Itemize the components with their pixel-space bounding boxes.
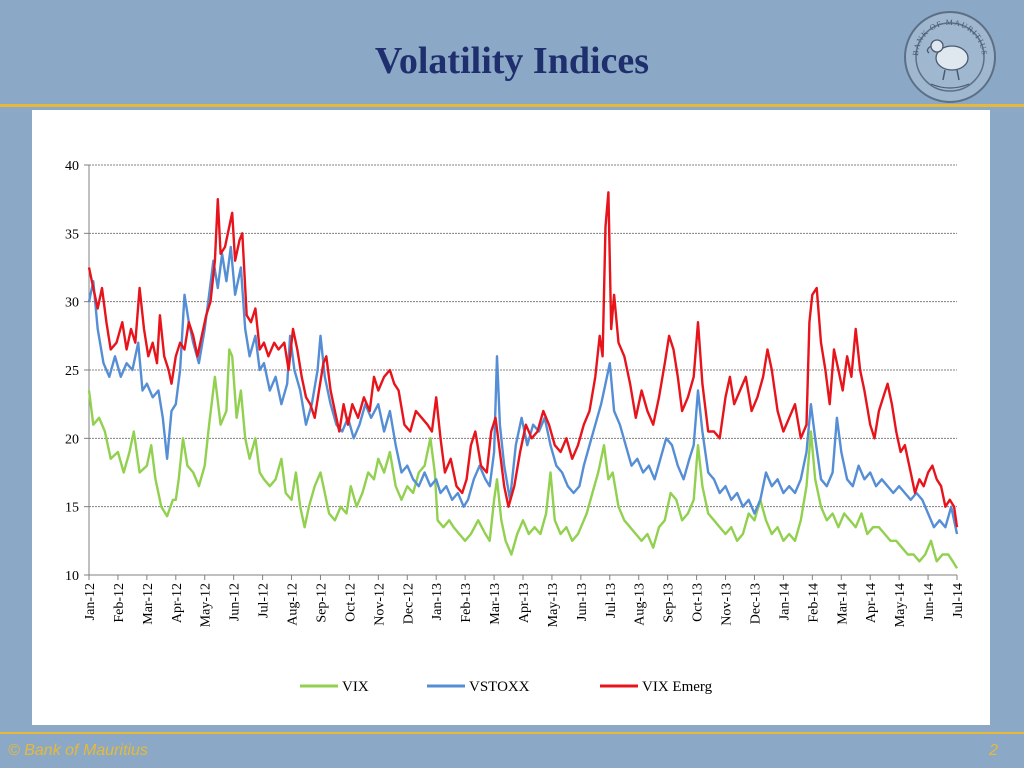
x-tick-label: Dec-12 [401,583,416,624]
x-tick-label: Oct-12 [343,583,358,622]
legend: VIX VSTOXX VIX Emerg [300,679,713,695]
y-tick-label: 30 [65,296,79,311]
x-tick-label: Aug-13 [633,583,648,626]
y-tick-label: 10 [65,569,79,584]
y-tick-label: 15 [65,501,79,516]
x-tick-label: Feb-14 [806,583,821,623]
footer: © Bank of Mauritius 2 [0,740,1024,768]
x-tick-label: Mar-14 [835,583,850,625]
x-tick-label: Dec-13 [748,583,763,624]
x-tick-label: Jun-12 [228,583,243,621]
x-tick-label: Feb-12 [112,583,127,623]
x-tick-label: Sep-13 [662,583,677,623]
x-tick-label: Nov-13 [720,583,735,626]
series-line-vix [87,348,959,569]
slide-title: Volatility Indices [374,40,650,82]
y-tick-label: 35 [65,227,79,242]
x-tick-label: Jun-13 [575,583,590,621]
x-tick-label: Jan-14 [777,583,792,620]
x-tick-label: Jul-13 [604,583,619,618]
y-tick-label: 40 [65,159,79,174]
x-tick-label: Jan-12 [83,583,98,620]
x-tick-label: Aug-12 [286,583,301,626]
x-tick-label: Jan-13 [430,583,445,620]
x-tick-label: May-12 [199,583,214,627]
x-tick-label: Jul-12 [257,583,272,618]
dodo-seal-icon: BANK OF MAURITIUS [904,11,996,103]
page-number: 2 [989,742,998,759]
footer-divider [0,732,1024,734]
x-tick-label: Feb-13 [459,583,474,623]
x-tick-label: May-14 [893,583,908,627]
x-tick-label: Mar-12 [141,583,156,625]
x-tick-label: May-13 [546,583,561,627]
x-tick-label: Jul-14 [951,583,966,618]
legend-label: VIX [342,679,369,695]
legend-label: VIX Emerg [642,679,713,695]
x-tick-label: Oct-13 [691,583,706,622]
series-lines [87,191,959,569]
x-tick-label: Jun-14 [922,583,937,621]
series-line-vix-emerg [87,191,959,528]
chart-panel: 10 15 20 25 30 35 40 Jan-12 Feb-12 Mar-12 Apr-12 M… [32,110,990,725]
legend-label: VSTOXX [469,679,530,695]
series-line-vstoxx [87,245,959,535]
x-tick-label: Apr-14 [864,583,879,623]
title-divider [0,104,1024,107]
footer-copyright: © Bank of Mauritius [8,742,148,759]
x-tick-label: Apr-12 [170,583,185,623]
x-tick-label: Nov-12 [372,583,387,626]
y-tick-label: 25 [65,364,79,379]
x-tick-label: Sep-12 [314,583,329,623]
x-tick-label: Apr-13 [517,583,532,623]
y-tick-label: 20 [65,432,79,447]
x-axis: Jan-12 Feb-12 Mar-12 Apr-12 May-12 Jun-12 Jul-… [83,574,966,627]
x-tick-label: Mar-13 [488,583,503,625]
y-axis: 10 15 20 25 30 35 40 [65,159,90,584]
volatility-line-chart: 10 15 20 25 30 35 40 Jan-12 Feb-12 Mar-12 Apr-12 M… [65,159,966,695]
